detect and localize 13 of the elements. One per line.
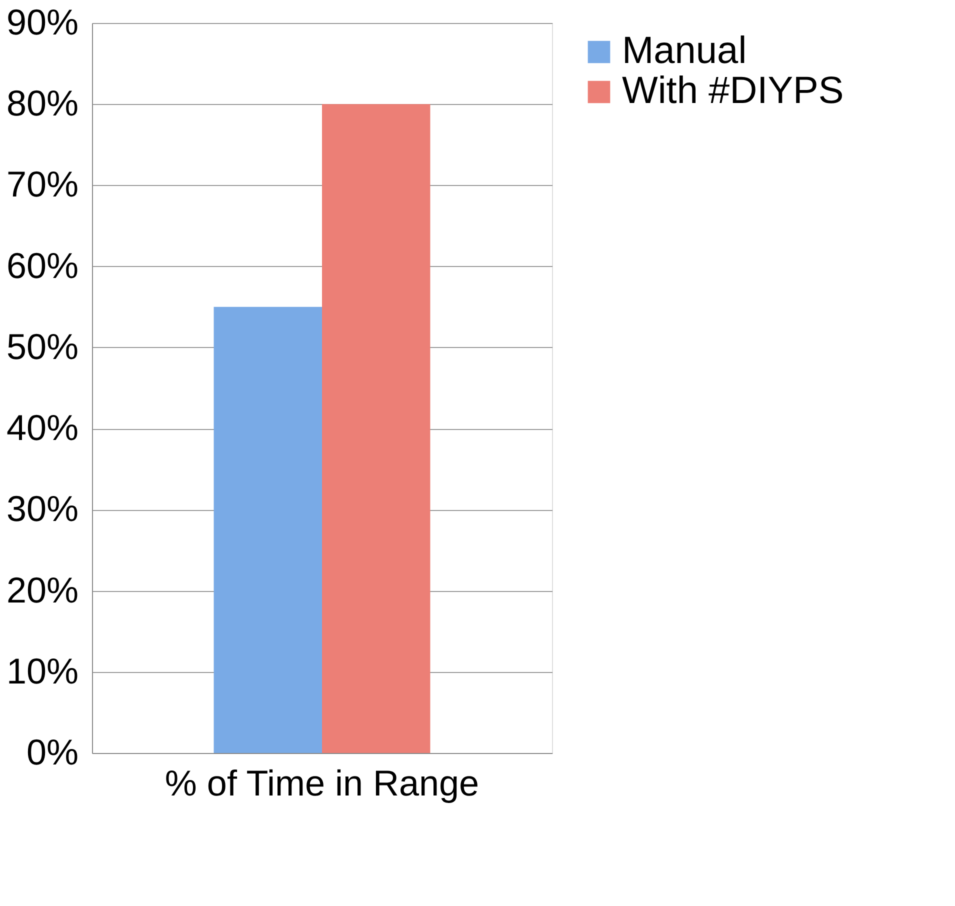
y-tick-label: 90%: [6, 2, 78, 42]
x-tick-label: % of Time in Range: [164, 762, 480, 804]
y-tick-label: 70%: [6, 164, 78, 205]
y-tick-label: 10%: [6, 650, 78, 692]
y-tick-label: 30%: [6, 488, 78, 530]
legend-label: Manual: [622, 30, 747, 72]
y-tick-label: 40%: [6, 407, 78, 448]
legend-label: With #DIYPS: [622, 70, 844, 112]
y-tick-label: 0%: [26, 732, 78, 772]
y-tick-label: 20%: [6, 569, 78, 610]
y-tick-label: 60%: [6, 244, 78, 286]
y-tick-label: 50%: [6, 326, 78, 367]
y-tick-label: 80%: [6, 82, 78, 124]
